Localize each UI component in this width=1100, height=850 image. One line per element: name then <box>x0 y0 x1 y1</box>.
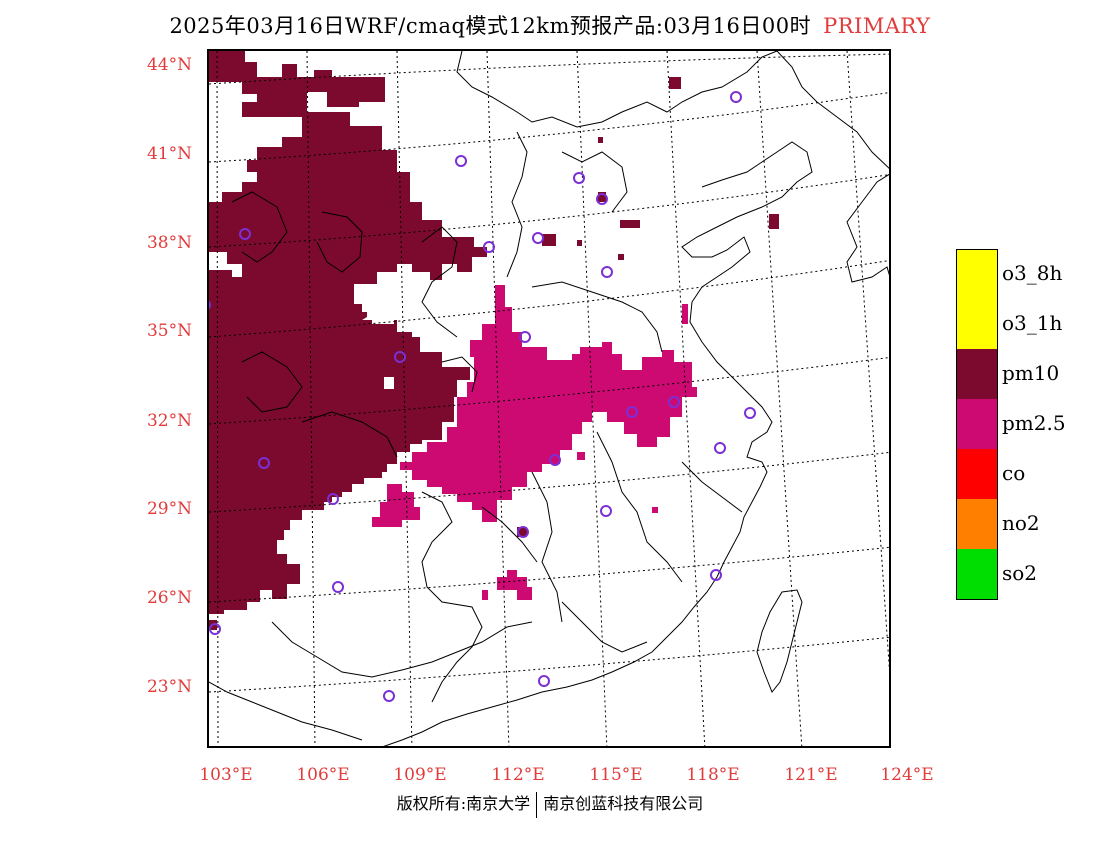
pm10-patch-1 <box>669 77 681 89</box>
pm10-patch-3 <box>620 220 640 228</box>
clean-patch <box>384 377 394 389</box>
station-marker <box>532 232 544 244</box>
lon-label-112: 112°E <box>491 765 545 785</box>
legend-item-pm25: pm2.5 <box>956 399 1066 450</box>
footer-divider <box>536 791 538 818</box>
legend-swatch <box>956 499 998 550</box>
lat-label-23: 23°N <box>146 677 192 697</box>
pm25-region-central <box>400 285 697 522</box>
pm10-patch-10 <box>392 746 400 748</box>
legend-swatch <box>956 549 998 600</box>
station-marker <box>209 623 221 635</box>
copyright-left: 版权所有:南京大学 <box>396 794 531 813</box>
pollutant-map <box>209 51 889 748</box>
station-markers <box>209 91 756 702</box>
lon-label-106: 106°E <box>296 765 350 785</box>
legend-swatch <box>956 349 998 400</box>
legend-item-no2: no2 <box>956 499 1040 550</box>
lon-label-115: 115°E <box>589 765 643 785</box>
station-marker <box>332 581 344 593</box>
copyright-footer: 版权所有:南京大学 南京创蓝科技有限公司 <box>0 790 1100 818</box>
pm10-patch-7 <box>618 254 624 260</box>
station-marker <box>519 331 531 343</box>
pm10-patch-6 <box>598 137 603 143</box>
pm10-patch-9 <box>517 527 527 537</box>
station-marker <box>483 241 495 253</box>
lat-label-35: 35°N <box>146 321 192 341</box>
pm25-patch-2 <box>682 304 688 324</box>
lon-label-118: 118°E <box>686 765 740 785</box>
station-marker <box>600 505 612 517</box>
station-marker <box>455 155 467 167</box>
station-marker <box>538 675 550 687</box>
station-marker <box>710 569 722 581</box>
legend-swatch <box>956 399 998 450</box>
station-marker <box>601 266 613 278</box>
legend: o3_8h o3_1h pm10 pm2.5 co no2 so2 <box>956 249 1066 600</box>
station-marker <box>744 407 756 419</box>
station-marker <box>239 228 251 240</box>
lat-label-26: 26°N <box>146 588 192 608</box>
pm10-patch-2 <box>769 214 779 229</box>
station-marker <box>517 526 529 538</box>
legend-label: pm10 <box>1002 361 1060 385</box>
clean-area-north <box>209 82 257 117</box>
station-marker <box>394 351 406 363</box>
map-title: 2025年03月16日WRF/cmaq模式12km预报产品:03月16日00时 P… <box>0 10 1100 40</box>
lon-label-121: 121°E <box>784 765 838 785</box>
station-marker <box>383 690 395 702</box>
pm25-patch-4 <box>577 452 585 460</box>
station-marker <box>549 454 561 466</box>
pm25-patch-1 <box>482 590 488 600</box>
pm10-patch-8 <box>577 240 582 246</box>
pm10-region-west <box>209 51 487 614</box>
legend-label: so2 <box>1002 561 1038 585</box>
station-marker <box>668 396 680 408</box>
map-panel <box>207 49 891 748</box>
lon-label-103: 103°E <box>199 765 253 785</box>
station-marker <box>730 91 742 103</box>
station-marker <box>626 406 638 418</box>
legend-swatch <box>956 449 998 500</box>
legend-swatch <box>956 249 998 301</box>
graticule <box>209 51 889 746</box>
legend-item-pm10: pm10 <box>956 349 1059 400</box>
lon-label-124: 124°E <box>880 765 934 785</box>
legend-label: co <box>1002 461 1026 485</box>
pm25-region-south <box>497 570 532 600</box>
clean-area-mid <box>209 252 242 277</box>
legend-label: o3_1h <box>1002 311 1063 335</box>
lat-label-41: 41°N <box>146 144 192 164</box>
legend-item-so2: so2 <box>956 549 1037 600</box>
clean-area-east <box>362 287 394 324</box>
legend-swatch <box>956 299 998 350</box>
legend-item-o3-8h: o3_8h <box>956 249 1062 301</box>
station-marker <box>209 300 211 310</box>
lat-label-44: 44°N <box>146 55 192 75</box>
legend-label: pm2.5 <box>1002 411 1066 435</box>
pm25-patch-3 <box>652 507 658 513</box>
pm25-region-sw <box>372 484 420 527</box>
title-tag: PRIMARY <box>823 14 931 38</box>
title-main: 2025年03月16日WRF/cmaq模式12km预报产品:03月16日00时 <box>169 14 812 38</box>
station-marker <box>258 457 270 469</box>
legend-label: o3_8h <box>1002 261 1063 285</box>
lat-label-38: 38°N <box>146 233 192 253</box>
boundaries <box>209 51 889 746</box>
station-marker <box>573 172 585 184</box>
legend-label: no2 <box>1002 511 1040 535</box>
pm10-patch-4 <box>542 234 556 246</box>
legend-item-o3-1h: o3_1h <box>956 299 1062 350</box>
legend-item-co: co <box>956 449 1025 500</box>
station-marker <box>714 442 726 454</box>
pm10-patch-5 <box>598 192 606 202</box>
lon-label-109: 109°E <box>393 765 447 785</box>
lat-label-32: 32°N <box>146 411 192 431</box>
station-marker <box>327 493 339 505</box>
copyright-right: 南京创蓝科技有限公司 <box>543 794 704 813</box>
station-marker <box>596 193 608 205</box>
lat-label-29: 29°N <box>146 499 192 519</box>
